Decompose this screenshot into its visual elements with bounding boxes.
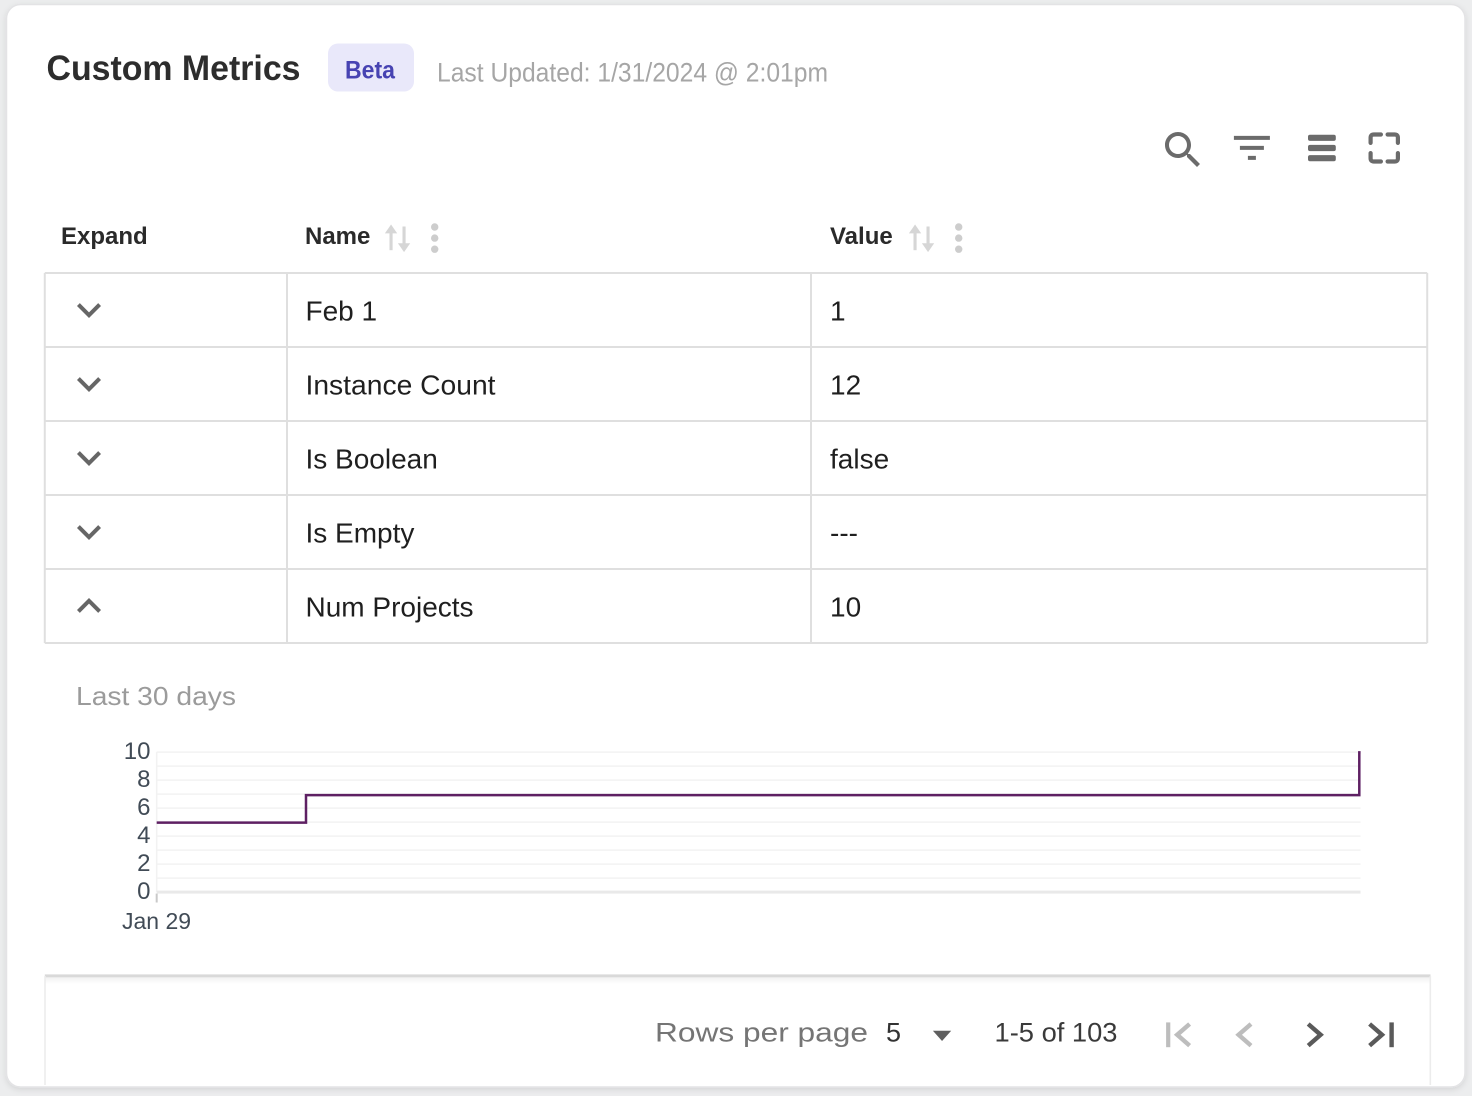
svg-text:Instance Count: Instance Count [306,370,496,401]
svg-text:Rows per page: Rows per page [655,1018,868,1048]
svg-text:10: 10 [124,738,151,765]
svg-text:Last Updated: 1/31/2024 @ 2:01: Last Updated: 1/31/2024 @ 2:01pm [437,58,828,88]
svg-text:---: --- [830,518,858,549]
svg-text:2: 2 [137,850,150,877]
svg-text:Is Empty: Is Empty [306,518,415,549]
svg-text:Last 30 days: Last 30 days [76,681,236,711]
svg-text:Beta: Beta [345,57,396,85]
svg-text:8: 8 [137,766,150,793]
svg-text:4: 4 [137,822,150,849]
svg-text:10: 10 [830,592,861,623]
svg-text:12: 12 [830,370,861,401]
svg-text:false: false [830,444,889,475]
svg-text:Is Boolean: Is Boolean [306,444,438,475]
svg-text:Feb 1: Feb 1 [306,296,378,327]
svg-text:1: 1 [830,296,846,327]
svg-text:Name: Name [305,223,370,250]
svg-text:1-5 of 103: 1-5 of 103 [995,1018,1118,1048]
svg-text:5: 5 [886,1018,901,1048]
svg-text:6: 6 [137,794,150,821]
svg-text:Expand: Expand [61,223,148,250]
svg-text:Num Projects: Num Projects [306,592,474,623]
svg-text:Custom Metrics: Custom Metrics [47,49,301,88]
svg-text:Jan 29: Jan 29 [122,908,191,934]
svg-text:0: 0 [137,878,150,905]
svg-text:Value: Value [830,223,893,250]
